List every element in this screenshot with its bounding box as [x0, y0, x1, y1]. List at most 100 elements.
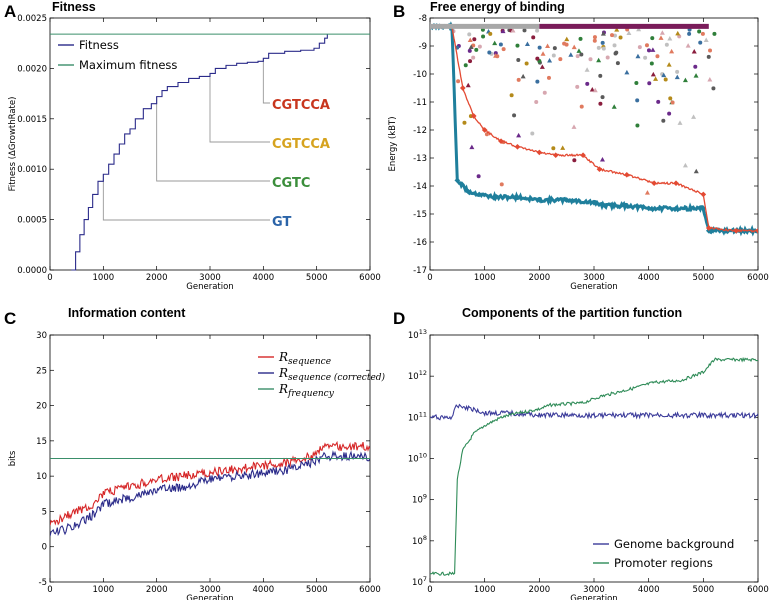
data-point — [693, 73, 699, 78]
data-point — [498, 138, 504, 145]
data-point — [520, 73, 526, 79]
y-tick-exponent: 9 — [423, 493, 427, 501]
legend-entry-base: R — [278, 350, 288, 364]
data-point — [601, 46, 606, 51]
y-tick-label: 109 — [412, 493, 427, 506]
legend-entry-subscript: sequence — [288, 357, 331, 367]
data-point — [700, 191, 707, 198]
x-tick-label: 1000 — [474, 273, 496, 283]
data-point — [755, 227, 758, 234]
data-point — [524, 41, 530, 47]
data-point — [691, 114, 697, 119]
y-tick-label: 20 — [36, 402, 47, 412]
data-point — [591, 199, 597, 206]
data-point — [571, 44, 577, 50]
data-point — [623, 171, 630, 178]
legend-entry: Rsequence — [278, 350, 331, 367]
y-tick-label: -9 — [419, 42, 427, 52]
data-point — [666, 62, 672, 67]
panel-title: Components of the partition function — [462, 306, 682, 320]
data-point — [465, 188, 472, 195]
data-point — [637, 45, 642, 50]
data-point — [667, 35, 673, 41]
y-tick-label: 0.0020 — [17, 64, 47, 74]
data-point — [493, 51, 498, 56]
data-point — [579, 52, 584, 57]
data-point — [546, 75, 551, 80]
data-point — [661, 72, 667, 78]
data-point — [575, 54, 580, 59]
data-point — [477, 44, 482, 49]
data-point — [576, 48, 582, 53]
data-point — [600, 95, 605, 100]
y-tick-label: -13 — [413, 154, 427, 164]
legend: Fitness Maximum fitness — [58, 38, 177, 72]
data-point — [615, 61, 620, 66]
data-point — [509, 93, 514, 98]
data-point — [531, 35, 536, 40]
data-point — [560, 145, 566, 150]
data-point — [564, 36, 570, 42]
data-point — [499, 182, 504, 187]
legend-entry-subscript: sequence (corrected) — [288, 372, 385, 383]
y-tick-exponent: 10 — [419, 452, 427, 460]
data-point — [698, 40, 703, 45]
y-tick-label: -5 — [39, 578, 47, 588]
data-point — [659, 30, 665, 35]
data-point — [592, 35, 597, 40]
data-point — [542, 90, 547, 95]
data-point — [685, 43, 691, 48]
legend-entry: Maximum fitness — [79, 58, 177, 72]
data-point — [516, 58, 521, 63]
plot-area — [50, 440, 370, 537]
y-tick-label: 5 — [42, 507, 47, 517]
legend-entry-subscript: frequency — [287, 389, 335, 399]
data-point — [598, 101, 603, 106]
motif-connector — [102, 174, 270, 221]
series-line-1 — [50, 449, 370, 537]
data-point — [563, 197, 570, 203]
panel-letter: C — [4, 309, 16, 328]
x-tick-label: 0 — [427, 273, 432, 283]
series-line-0 — [71, 34, 328, 271]
data-point — [524, 61, 529, 66]
data-point — [667, 111, 672, 116]
y-tick-label: 1013 — [408, 328, 427, 341]
data-point — [650, 36, 655, 41]
data-point — [540, 51, 546, 56]
x-tick-label: 4000 — [638, 585, 660, 595]
x-tick-label: 6000 — [747, 273, 769, 283]
data-point — [562, 41, 567, 46]
series-line-0 — [50, 440, 370, 526]
data-point — [670, 100, 675, 105]
data-point — [614, 27, 620, 32]
data-point — [708, 48, 713, 53]
data-point — [545, 43, 551, 48]
data-point — [700, 31, 705, 36]
y-tick-exponent: 11 — [419, 410, 427, 418]
data-point — [645, 205, 652, 212]
y-axis-label: bits — [8, 450, 18, 466]
y-axis-label: Fitness (ΔGrowthRate) — [8, 97, 18, 192]
data-point — [487, 50, 492, 55]
motif-connector — [156, 96, 270, 182]
data-point — [493, 53, 499, 58]
data-point — [472, 37, 477, 42]
y-tick-label: 1011 — [408, 410, 427, 423]
data-point — [537, 45, 542, 50]
data-point — [551, 146, 556, 151]
y-tick-label: 0.0005 — [17, 216, 47, 226]
x-tick-label: 2000 — [529, 585, 551, 595]
data-point — [522, 28, 527, 33]
x-tick-label: 1000 — [474, 585, 496, 595]
legend-entry: Genome background — [614, 537, 734, 551]
data-point — [481, 127, 488, 133]
x-tick-label: 3000 — [199, 585, 221, 595]
y-tick-label: 0.0010 — [17, 165, 47, 175]
x-tick-label: 5000 — [693, 273, 715, 283]
y-tick-exponent: 12 — [419, 369, 427, 377]
data-point — [535, 79, 540, 84]
data-point — [459, 85, 466, 91]
data-point — [536, 149, 543, 156]
